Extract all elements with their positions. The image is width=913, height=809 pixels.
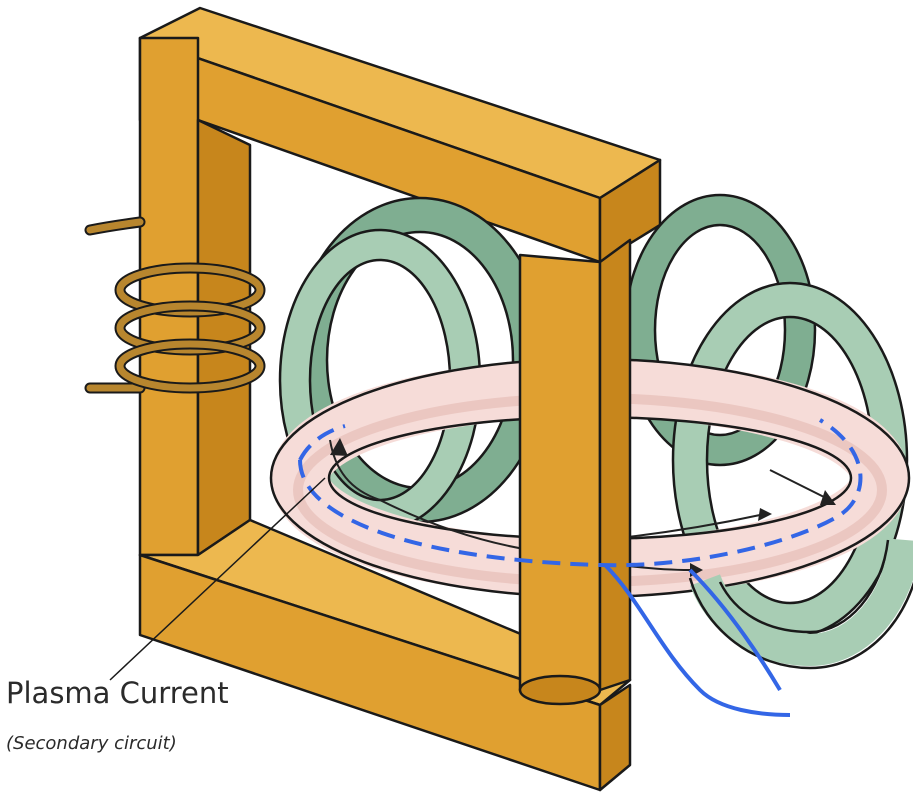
current-arrow (769, 469, 831, 501)
secondary-lead (688, 568, 782, 692)
secondary-circuit-loop (298, 418, 863, 568)
secondary-lead (603, 563, 791, 717)
arrow-head-icon (758, 508, 772, 521)
transformer-core-front (138, 36, 632, 792)
plasma-current-label: Plasma Current (6, 676, 229, 710)
secondary-circuit (298, 418, 863, 717)
primary-coil (84, 216, 266, 394)
arrow-head-icon (330, 438, 348, 456)
label-leader-line (109, 477, 326, 681)
arrow-head-icon (820, 490, 836, 505)
secondary-circuit-label: (Secondary circuit) (6, 733, 177, 754)
toroidal-coil (625, 195, 815, 465)
transformer-core-back (138, 6, 662, 264)
